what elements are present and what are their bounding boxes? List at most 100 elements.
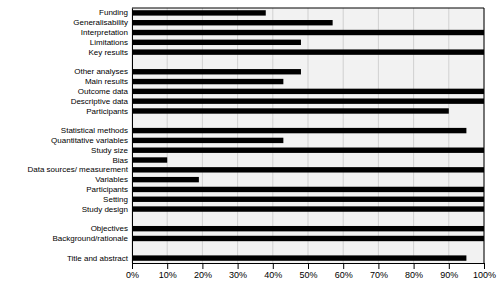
grid-line [272,8,273,263]
x-tick-label: 70% [370,270,388,280]
y-tick: Other analyses [74,67,132,76]
x-tick-mark [238,263,239,269]
x-tick-mark [202,263,203,269]
plot-background [132,8,484,263]
y-tick: Objectives [91,224,132,233]
y-tick: Descriptive data [71,97,132,106]
x-tick-label: 30% [229,270,247,280]
x-tick-label: 10% [159,270,177,280]
grid-line [132,8,133,263]
grid-line [308,8,309,263]
bar [132,20,333,25]
x-tick-mark [449,263,450,269]
grid-line [343,8,344,263]
y-tick-label: Participants [86,185,128,194]
y-tick-label: Descriptive data [71,97,129,106]
x-tick: 60% [335,263,353,280]
bar [132,30,484,35]
x-tick-label: 20% [194,270,212,280]
y-tick-label: Limitations [90,38,128,47]
bar [132,10,266,15]
x-tick: 40% [264,263,282,280]
bar [132,236,484,241]
y-tick-label: Main results [85,77,128,86]
y-tick: Limitations [90,38,132,47]
y-tick: Study size [91,146,132,155]
x-tick: 0% [126,263,139,280]
x-tick-mark [273,263,274,269]
y-tick-label: Funding [99,8,128,17]
y-tick-label: Interpretation [81,28,128,37]
y-tick-label: Statistical methods [61,126,128,135]
y-tick: Bias [112,156,132,165]
y-tick-label: Other analyses [74,67,128,76]
grid-line [484,8,485,263]
bar [132,148,484,153]
bar [132,157,167,162]
x-tick-mark [378,263,379,269]
x-tick-mark [414,263,415,269]
x-tick: 10% [159,263,177,280]
x-tick-label: 40% [264,270,282,280]
bar [132,197,484,202]
y-tick-label: Outcome data [78,87,129,96]
x-tick-label: 100% [473,270,496,280]
y-tick-label: Title and abstract [67,254,129,263]
bar [132,108,449,113]
bar [132,89,484,94]
bar [132,79,283,84]
x-tick-mark [132,263,133,269]
x-tick: 30% [229,263,247,280]
bar [132,167,484,172]
grid-line [413,8,414,263]
y-tick: Data sources/ measurement [28,165,133,174]
grid-line [167,8,168,263]
y-tick: Study design [82,205,132,214]
y-tick-label: Participants [86,107,128,116]
y-tick: Key results [88,48,132,57]
y-tick: Title and abstract [67,254,132,263]
bar [132,177,199,182]
bar [132,69,301,74]
y-tick: Background/rationale [52,234,132,243]
x-tick: 50% [299,263,317,280]
y-axis-line [132,9,133,264]
y-tick: Main results [85,77,132,86]
y-tick-label: Data sources/ measurement [28,165,129,174]
x-tick: 70% [370,263,388,280]
bar [132,98,484,103]
grid-line [202,8,203,263]
grid-line [448,8,449,263]
y-tick: Quantitative variables [51,136,132,145]
frame-top [132,8,484,9]
y-tick: Participants [86,107,132,116]
bar [132,206,484,211]
y-tick: Variables [95,175,132,184]
bar [132,255,466,260]
y-tick: Funding [99,8,132,17]
x-tick-label: 0% [126,270,139,280]
y-tick-label: Key results [88,48,128,57]
bar [132,49,484,54]
y-tick: Generalisability [73,18,132,27]
grid-line [378,8,379,263]
y-tick: Participants [86,185,132,194]
bar [132,226,484,231]
y-tick-label: Study design [82,205,128,214]
y-axis: FundingGeneralisabilityInterpretationLim… [28,8,133,263]
chart: 0% 10% 20% 30% 40% 50% 60% 70% 80% 90% 100% Funding… [0,0,500,285]
y-tick: Outcome data [78,87,132,96]
y-tick-label: Study size [91,146,128,155]
x-axis: 0% 10% 20% 30% 40% 50% 60% 70% 80% 90% 100% [126,263,496,280]
plot: 0% 10% 20% 30% 40% 50% 60% 70% 80% 90% 100% Funding… [28,8,497,280]
y-tick-label: Objectives [91,224,128,233]
x-tick-label: 80% [405,270,423,280]
x-tick: 90% [440,263,458,280]
y-tick-label: Generalisability [73,18,128,27]
bar [132,138,283,143]
bar [132,40,301,45]
grid [132,8,484,263]
x-tick: 20% [194,263,212,280]
x-tick: 100% [473,263,496,280]
x-tick-mark [308,263,309,269]
